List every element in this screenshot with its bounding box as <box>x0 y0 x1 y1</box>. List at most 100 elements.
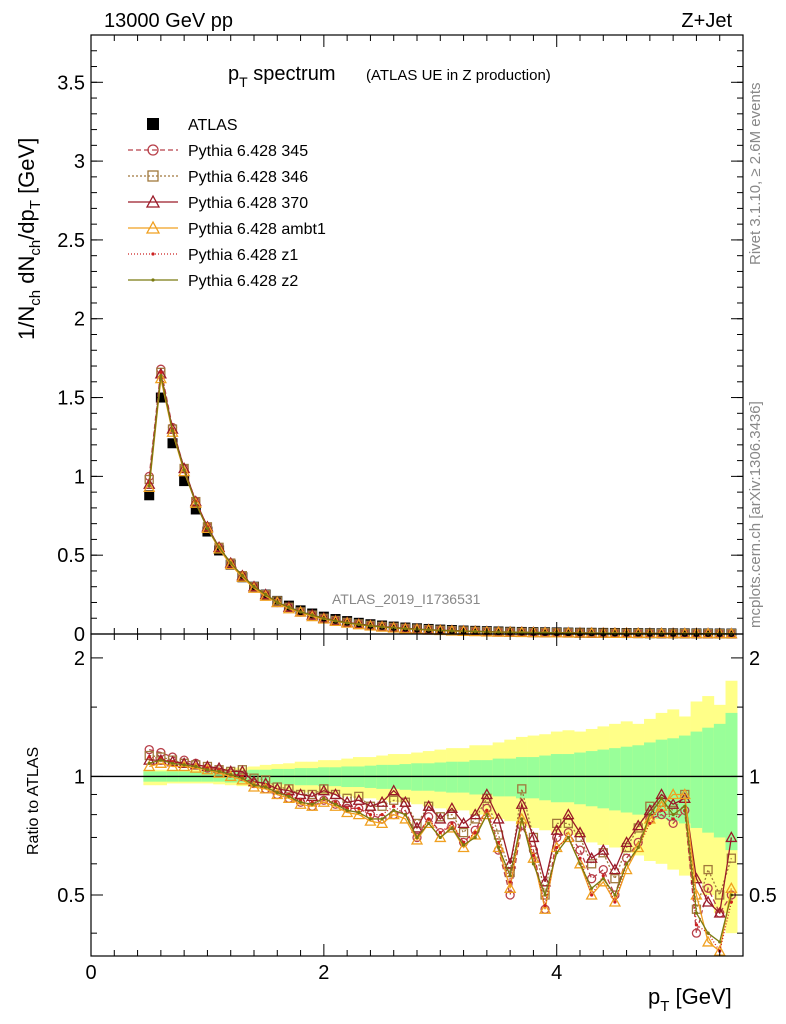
main-point <box>275 600 279 605</box>
ratio-point <box>585 888 598 900</box>
band-inner-bin <box>713 723 726 838</box>
ratio-point <box>726 853 737 863</box>
ratio-point <box>578 862 582 866</box>
ratio-point <box>154 753 167 765</box>
main-point <box>202 526 213 537</box>
main-point <box>170 429 175 433</box>
main-point <box>214 545 225 556</box>
ratio-point <box>399 795 412 807</box>
main-point <box>179 476 190 487</box>
main-point <box>368 624 373 628</box>
ratio-point <box>170 761 175 765</box>
main-point <box>224 556 237 568</box>
ratio-point <box>364 799 377 811</box>
ratio-point <box>147 761 151 765</box>
ratio-point <box>482 803 492 813</box>
ratio-point <box>480 788 493 800</box>
ratio-point <box>701 935 715 947</box>
ratio-point <box>412 832 422 843</box>
ratio-point <box>480 808 493 820</box>
axes: 00.511.522.533.50 2 40.5 0.51 12 2 <box>57 34 777 984</box>
main-point <box>236 570 249 582</box>
ratio-point <box>667 797 680 809</box>
ratio-point <box>329 788 342 800</box>
ratio-point <box>691 928 702 938</box>
ratio-point <box>636 845 640 850</box>
ratio-point <box>694 911 699 915</box>
ratio-point <box>485 808 489 812</box>
ratio-ylabel: Ratio to ATLAS <box>25 747 42 855</box>
ratio-point <box>217 769 221 773</box>
main-point <box>427 628 431 632</box>
ratio-point <box>703 864 713 875</box>
ratio-point <box>154 756 167 768</box>
title-main-sub: T <box>239 74 248 90</box>
ratio-point <box>375 817 389 829</box>
main-point <box>310 613 314 617</box>
main-point <box>155 392 166 403</box>
ratio-point <box>671 817 675 821</box>
ratio-point <box>415 835 419 840</box>
main-ytick-label: 2 <box>74 309 85 331</box>
legend-label: Pythia 6.428 z2 <box>188 273 298 290</box>
ratio-point <box>422 817 435 829</box>
ratio-point <box>458 827 469 838</box>
ratio-point <box>543 893 547 897</box>
main-point <box>143 477 156 489</box>
ratio-point <box>166 760 179 772</box>
legend-marker <box>151 278 155 282</box>
ratio-point <box>264 785 268 789</box>
ratio-point <box>434 831 447 843</box>
legend: ATLAS Pythia 6.428 345 Pythia 6.428 346 Pyt… <box>128 117 326 290</box>
mcplots-label: mcplots.cern.ch [arXiv:1306.3436] <box>747 401 764 628</box>
ratio-point <box>403 813 407 817</box>
ratio-point <box>422 799 435 811</box>
main-point <box>224 558 237 570</box>
title-main-base: p <box>228 63 239 85</box>
ratio-point <box>410 821 424 833</box>
ratio-point <box>310 802 314 806</box>
ratio-point <box>552 818 562 829</box>
ratio-point <box>590 886 594 890</box>
ratio-point <box>683 804 687 808</box>
ratio-point <box>550 823 563 835</box>
legend-label: Pythia 6.428 370 <box>188 195 308 212</box>
band-inner-bin <box>457 761 470 793</box>
ratio-point <box>357 810 361 815</box>
main-point <box>271 596 284 608</box>
ratio-point <box>566 835 570 840</box>
ratio-point <box>389 795 399 805</box>
ratio-point <box>144 744 154 755</box>
ratio-point <box>240 776 244 780</box>
band-inner-bin <box>632 745 645 815</box>
ratio-point <box>380 813 384 817</box>
ratio-point <box>701 895 715 907</box>
ratio-point <box>457 841 470 853</box>
ratio-point <box>538 875 552 887</box>
main-point <box>450 629 454 633</box>
ratio-point <box>624 862 629 866</box>
legend-entry: Pythia 6.428 345 <box>128 143 308 160</box>
main-point <box>147 484 151 488</box>
ratio-point <box>678 788 691 800</box>
main-ytick-label: 0 <box>74 624 85 646</box>
ratio-point <box>368 813 373 817</box>
main-point <box>264 592 268 597</box>
ratio-point <box>317 784 330 796</box>
ratio-point <box>505 890 515 900</box>
ratio-point <box>504 881 517 893</box>
ratio-point <box>392 804 396 808</box>
legend-marker <box>147 118 159 130</box>
main-ytick-label: 1 <box>74 466 85 488</box>
legend-marker <box>147 170 159 182</box>
main-point <box>496 630 501 634</box>
legend-label: ATLAS <box>188 117 238 134</box>
ratio-point <box>298 800 303 804</box>
main-point <box>392 626 396 630</box>
ratio-point <box>620 836 633 848</box>
ratio-point <box>520 817 524 821</box>
ratio-point <box>678 791 691 803</box>
ratio-point <box>632 819 645 831</box>
ratio-ytick-label: 1 <box>74 766 85 788</box>
ratio-point <box>648 821 652 825</box>
